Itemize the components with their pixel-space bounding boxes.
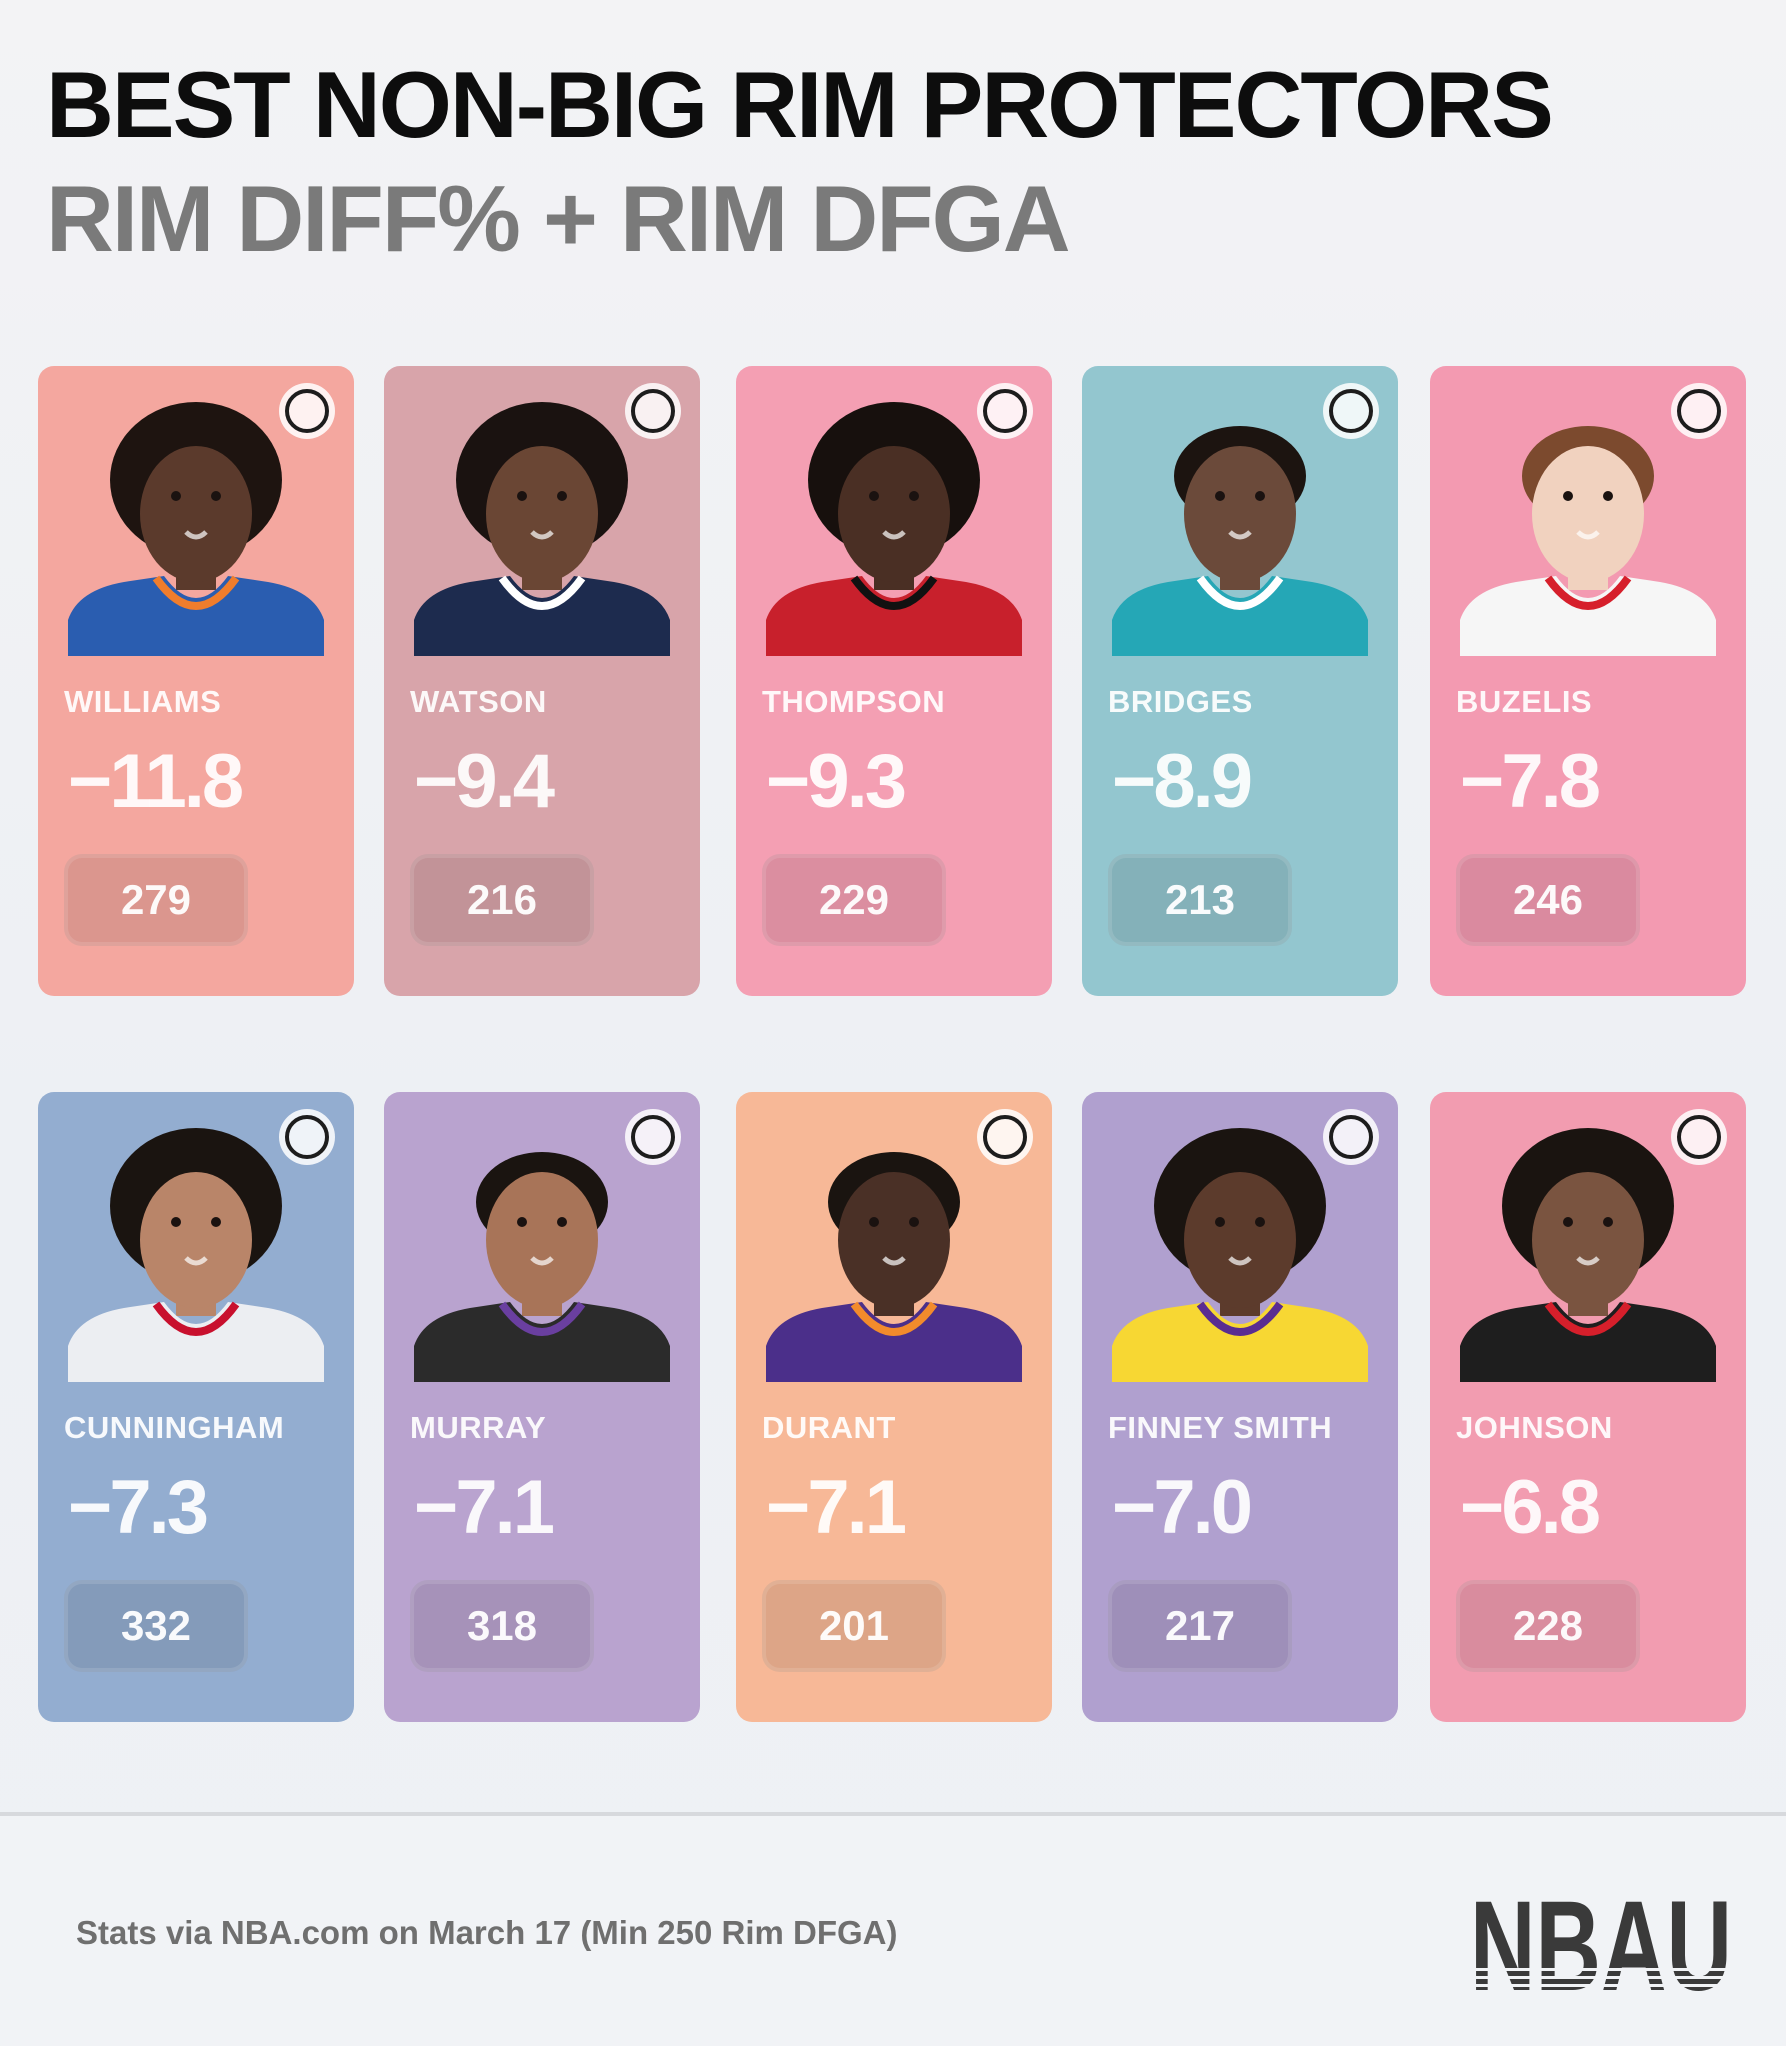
nuggets-logo-icon (625, 383, 681, 439)
page-subtitle: RIM DIFF% + RIM DFGA (46, 166, 1071, 271)
rim-dfga-value: 279 (64, 854, 248, 946)
rockets-logo-icon (977, 383, 1033, 439)
player-name: JOHNSON (1456, 1410, 1613, 1445)
player-photo (766, 402, 1022, 656)
rim-dfga-value: 217 (1108, 1580, 1292, 1672)
player-name: FINNEY SMITH (1108, 1410, 1333, 1445)
rim-diff-value: −7.3 (68, 1465, 209, 1550)
player-photo (414, 402, 670, 656)
thunder-logo-icon (279, 383, 335, 439)
player-name: WATSON (410, 684, 547, 719)
rim-dfga-value: 318 (410, 1580, 594, 1672)
player-card: DURANT −7.1 201 (736, 1092, 1052, 1722)
rim-dfga-value: 229 (762, 854, 946, 946)
page-title: BEST NON-BIG RIM PROTECTORS (46, 52, 1554, 157)
nbau-logo-text: NBAU (1470, 1875, 1732, 2014)
footer (0, 1816, 1786, 2046)
rim-diff-value: −7.8 (1460, 739, 1601, 824)
player-card: WILLIAMS −11.8 279 (38, 366, 354, 996)
rim-diff-value: −7.1 (414, 1465, 555, 1550)
player-photo (1460, 426, 1716, 656)
player-card: MURRAY −7.1 318 (384, 1092, 700, 1722)
player-photo (1460, 1128, 1716, 1382)
rim-diff-value: −11.8 (68, 739, 244, 824)
rim-dfga-value: 246 (1456, 854, 1640, 946)
source-note: Stats via NBA.com on March 17 (Min 250 R… (76, 1914, 898, 1951)
nbau-logo: NBAU (1466, 1875, 1736, 2014)
player-card: FINNEY SMITH −7.0 217 (1082, 1092, 1398, 1722)
player-name: BUZELIS (1456, 684, 1593, 719)
rim-dfga-value: 201 (762, 1580, 946, 1672)
player-photo (68, 1128, 324, 1382)
player-name: DURANT (762, 1410, 896, 1445)
player-card: THOMPSON −9.3 229 (736, 366, 1052, 996)
rim-dfga-value: 213 (1108, 854, 1292, 946)
rim-dfga-value: 332 (64, 1580, 248, 1672)
hornets-logo-icon (1323, 383, 1379, 439)
pistons-logo-icon (279, 1109, 335, 1165)
player-photo (766, 1152, 1022, 1382)
lakers-logo-icon (1323, 1109, 1379, 1165)
player-name: THOMPSON (762, 684, 946, 719)
player-name: BRIDGES (1108, 684, 1253, 719)
rim-diff-value: −7.1 (766, 1465, 907, 1550)
player-photo (1112, 1128, 1368, 1382)
kings-logo-icon (625, 1109, 681, 1165)
player-photo (414, 1152, 670, 1382)
player-name: CUNNINGHAM (64, 1410, 285, 1445)
player-card: BUZELIS −7.8 246 (1430, 366, 1746, 996)
footer-divider (0, 1812, 1786, 1816)
player-photo (68, 402, 324, 656)
rim-diff-value: −9.3 (766, 739, 907, 824)
rim-diff-value: −9.4 (414, 739, 555, 824)
hawks-logo-icon (1671, 1109, 1727, 1165)
bulls-logo-icon (1671, 383, 1727, 439)
rim-diff-value: −6.8 (1460, 1465, 1601, 1550)
suns-logo-icon (977, 1109, 1033, 1165)
rim-diff-value: −8.9 (1112, 739, 1253, 824)
rim-dfga-value: 228 (1456, 1580, 1640, 1672)
player-card: CUNNINGHAM −7.3 332 (38, 1092, 354, 1722)
player-photo (1112, 426, 1368, 656)
player-card: JOHNSON −6.8 228 (1430, 1092, 1746, 1722)
player-card: WATSON −9.4 216 (384, 366, 700, 996)
rim-diff-value: −7.0 (1112, 1465, 1253, 1550)
player-name: MURRAY (410, 1410, 547, 1445)
rim-dfga-value: 216 (410, 854, 594, 946)
player-card: BRIDGES −8.9 213 (1082, 366, 1398, 996)
player-name: WILLIAMS (64, 684, 222, 719)
